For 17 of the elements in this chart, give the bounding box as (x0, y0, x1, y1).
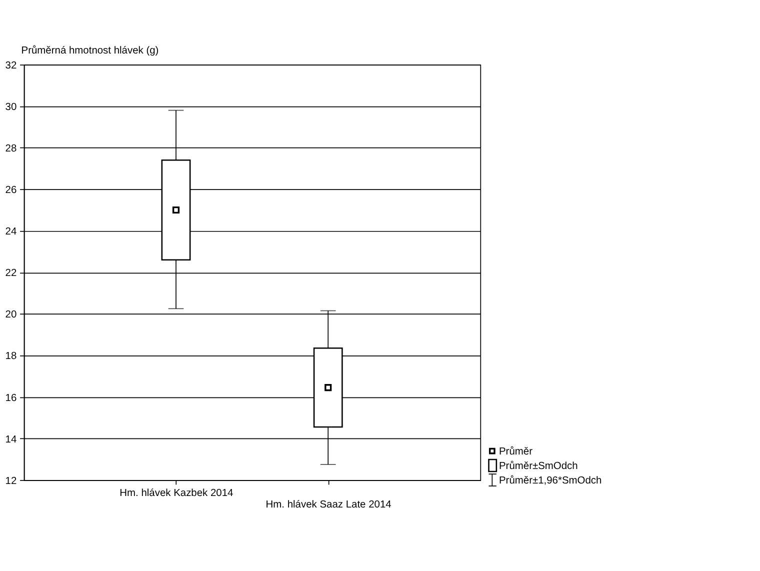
y-tick-label: 18 (5, 351, 17, 362)
chart-title: Průměrná hmotnost hlávek (g) (21, 44, 159, 57)
y-tick-label: 14 (5, 434, 17, 446)
y-tick-label: 30 (5, 102, 17, 113)
y-tick-label: 24 (5, 226, 17, 238)
text: Průměr±1,96*SmOdch (498, 474, 602, 486)
x-tick-label: Hm. hlávek Saaz Late 2014 (266, 500, 392, 511)
y-tick-label: 22 (5, 268, 17, 280)
y-tick-label: 28 (5, 144, 17, 155)
y-tick-label: 12 (5, 476, 17, 487)
text: Průměr (498, 445, 534, 458)
y-tick-label: 32 (5, 60, 17, 72)
y-tick-label: 20 (5, 310, 17, 321)
text: Průměr±SmOdch (498, 460, 578, 472)
y-tick-label: 26 (5, 185, 17, 196)
y-tick-label: 16 (5, 392, 17, 404)
x-tick-label: Hm. hlávek Kazbek 2014 (120, 488, 234, 499)
